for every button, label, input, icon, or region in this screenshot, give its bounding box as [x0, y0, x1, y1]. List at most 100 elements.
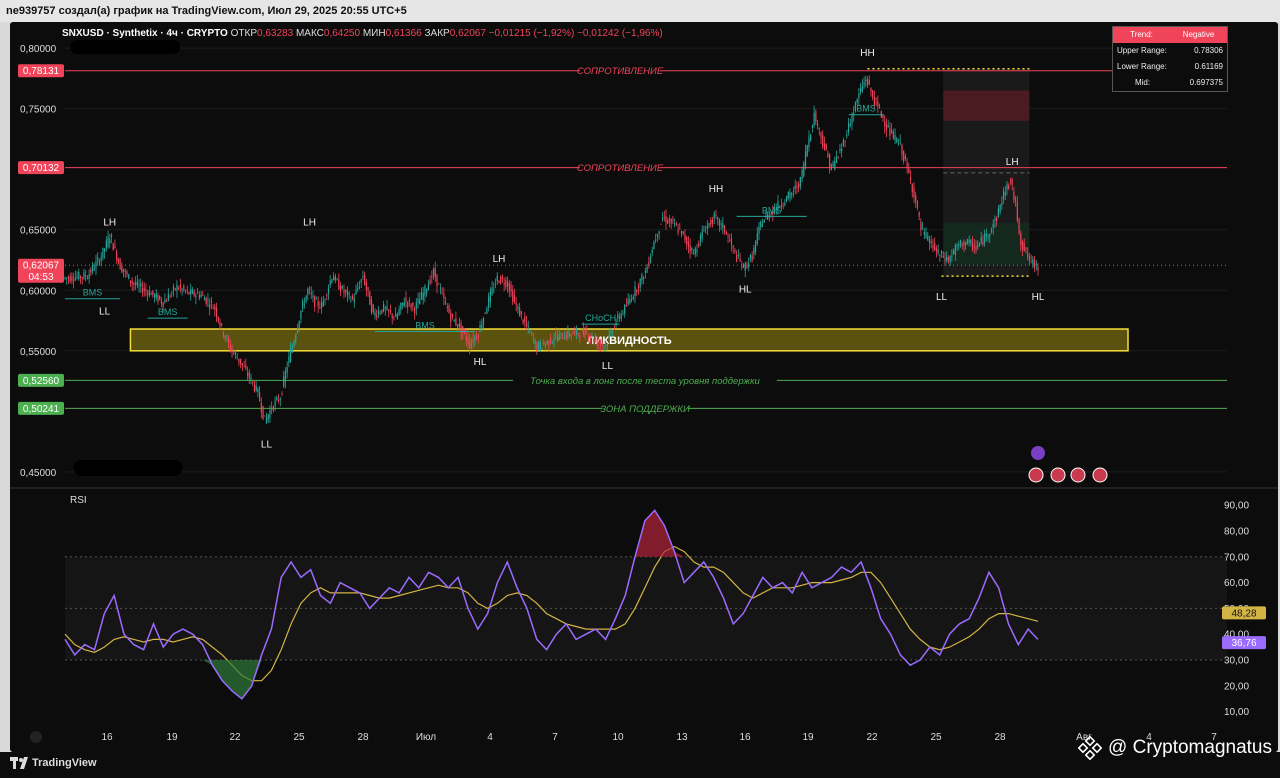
candle-body: [663, 217, 665, 219]
candle-body: [1004, 192, 1006, 196]
candle-body: [882, 115, 884, 119]
candle-body: [630, 298, 633, 301]
annotation-label: CHoCH: [585, 313, 616, 323]
candle-body: [715, 214, 717, 216]
low-label: МИН: [362, 28, 386, 39]
candle-body: [277, 399, 280, 401]
candle-body: [360, 279, 362, 283]
candle-body: [296, 328, 299, 333]
candle-body: [448, 305, 450, 314]
level-label: СОПРОТИВЛЕНИЕ: [577, 66, 664, 77]
candle-body: [544, 344, 547, 347]
x-tick-label: Июл: [416, 732, 436, 743]
candle-body: [655, 239, 657, 241]
price-tag: [18, 373, 64, 387]
level-label: Точка входа в лонг после теста уровня по…: [530, 376, 760, 387]
candle-body: [624, 304, 626, 314]
candle-body: [975, 246, 977, 251]
candle-body: [150, 293, 152, 295]
candle-body: [351, 295, 354, 300]
candle-body: [598, 342, 600, 344]
candle-body: [925, 232, 927, 238]
candle-body: [706, 225, 708, 229]
candle-body: [803, 163, 805, 176]
candle-body: [854, 101, 857, 111]
candle-body: [816, 123, 819, 127]
price-tag-label: 0,52560: [23, 376, 60, 387]
candle-body: [494, 283, 497, 285]
candle-body: [271, 407, 273, 410]
candle-body: [725, 232, 727, 235]
candle-body: [324, 299, 326, 301]
chart-container[interactable]: 0,80000 0,75000 0,65000 0,60000 0,55000 0,450…: [10, 22, 1278, 752]
candle-body: [1032, 259, 1034, 265]
price-chart-svg[interactable]: 0,80000 0,75000 0,65000 0,60000 0,55000 0,450…: [10, 22, 1278, 752]
level-label: ЗОНА ПОДДЕРЖКИ: [600, 404, 690, 415]
candle-body: [295, 334, 297, 342]
y-tick-label: 0,80000: [20, 44, 57, 55]
candle-body: [517, 306, 519, 310]
candle-body: [787, 192, 789, 199]
candle-body: [873, 97, 875, 105]
candle-body: [639, 279, 641, 288]
candle-body: [322, 300, 324, 307]
candle-body: [312, 295, 314, 298]
candle-body: [1008, 185, 1010, 189]
liquidity-zone: [129, 328, 1129, 352]
candle-body: [1015, 198, 1017, 202]
candle-body: [977, 245, 979, 248]
price-tag-label: 0,70132: [23, 163, 60, 174]
rsi-pane-title: RSI: [70, 495, 87, 506]
candle-body: [529, 332, 531, 333]
candle-body: [169, 296, 171, 298]
candle-body: [904, 156, 906, 159]
candle-body: [577, 333, 579, 335]
candle-body: [95, 261, 97, 268]
candle-body: [861, 86, 863, 92]
price-tag: [18, 401, 64, 415]
candle-body: [234, 351, 237, 354]
candle-body: [710, 220, 712, 225]
candle-body: [469, 340, 471, 349]
candle-body: [326, 294, 328, 296]
candle-body: [355, 289, 357, 294]
candle-body: [932, 245, 934, 249]
candle-body: [992, 224, 994, 228]
candle-body: [429, 280, 431, 284]
candle-body: [636, 289, 638, 292]
candle-body: [851, 114, 853, 124]
candle-body: [951, 255, 953, 257]
candle-body: [283, 376, 285, 387]
candle-body: [903, 151, 905, 162]
candle-body: [775, 209, 777, 211]
candle-body: [839, 149, 841, 152]
candle-body: [508, 283, 510, 292]
candle-body: [927, 235, 929, 241]
candle-body: [136, 281, 138, 286]
candle-body: [548, 340, 550, 346]
candle-body: [415, 302, 417, 309]
rsi-value-tag: [1222, 606, 1266, 620]
candle-body: [620, 314, 622, 320]
candle-body: [434, 268, 436, 278]
candle-body: [858, 93, 860, 98]
candle-body: [110, 234, 113, 238]
rsi-y-tick-label: 70,00: [1224, 552, 1249, 563]
candle-body: [808, 137, 810, 148]
candle-body: [116, 250, 118, 261]
candle-body: [186, 289, 188, 291]
candle-body: [205, 297, 207, 304]
candle-body: [498, 281, 500, 283]
candle-body: [546, 340, 548, 343]
candle-body: [408, 300, 411, 302]
candle-body: [393, 317, 395, 319]
candle-body: [67, 277, 70, 279]
candle-body: [532, 339, 535, 341]
candle-body: [1002, 190, 1005, 200]
candle-body: [1030, 256, 1032, 258]
candle-body: [513, 295, 516, 302]
tradingview-logo[interactable]: TradingView: [10, 757, 97, 769]
upper-range-label: Upper Range:: [1117, 46, 1167, 55]
candle-body: [457, 324, 459, 328]
candle-body: [944, 259, 946, 261]
